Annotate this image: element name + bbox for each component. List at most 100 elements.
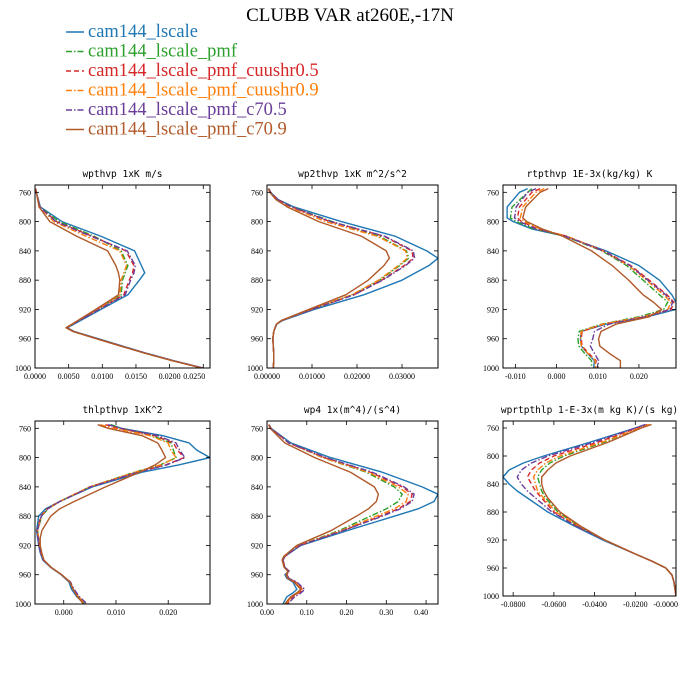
- y-tick-label: 880: [19, 512, 31, 521]
- series-group: [267, 424, 438, 604]
- y-tick-label: 960: [251, 335, 263, 344]
- y-tick-label: 880: [487, 508, 499, 517]
- series-line: [516, 188, 675, 368]
- x-tick-label: 0.010: [589, 372, 607, 381]
- y-tick-label: 840: [487, 480, 499, 489]
- chart-panel-2: wp2thvp 1xK m^2/s^2 760 800 840 880 920 960 100…: [247, 169, 439, 381]
- plot-frame: [34, 420, 211, 605]
- y-tick-label: 880: [487, 276, 499, 285]
- y-tick-label: 800: [487, 218, 499, 227]
- x-tick-label: 0.10: [300, 608, 314, 617]
- series-line: [35, 423, 210, 604]
- legend-label: cam144_lscale_pmf_c70.5: [88, 100, 287, 120]
- series-group: [35, 423, 210, 604]
- series-line: [268, 188, 414, 368]
- plot-frame: [266, 420, 439, 605]
- series-line: [267, 188, 391, 368]
- series-line: [36, 423, 177, 604]
- y-tick-label: 880: [251, 276, 263, 285]
- x-tick-label: 0.0050: [58, 372, 80, 381]
- x-tick-label: 0.40: [414, 608, 428, 617]
- x-tick-label: 0.000: [548, 372, 566, 381]
- series-line: [526, 423, 676, 596]
- chart-panels: wpthvp 1xK m/s76080084088092096010000.00…: [15, 169, 678, 617]
- series-group: [35, 188, 204, 368]
- panel-title: wpthvp 1xK m/s: [82, 169, 162, 180]
- y-tick-label: 880: [19, 276, 31, 285]
- x-tick-label: 0.0200: [159, 372, 181, 381]
- series-line: [519, 188, 672, 368]
- y-tick-label: 760: [487, 188, 499, 197]
- y-tick-label: 920: [19, 541, 31, 550]
- series-line: [268, 188, 416, 368]
- chart-panel-4: thlpthvp 1xK^2 760 800 840 880 920 960 1000 0.00…: [15, 405, 211, 617]
- x-tick-label: -0.0000: [653, 600, 678, 609]
- series-line: [36, 423, 185, 604]
- y-tick-label: 760: [19, 424, 31, 433]
- y-tick-label: 960: [487, 335, 499, 344]
- series-line: [268, 188, 410, 368]
- x-tick-label: 0.020: [630, 372, 648, 381]
- x-tick-label: 0.30: [379, 608, 393, 617]
- x-tick-label: 0.00: [260, 608, 274, 617]
- series-line: [268, 424, 413, 604]
- y-tick-label: 800: [19, 454, 31, 463]
- y-tick-label: 1000: [247, 600, 263, 609]
- legend-label: cam144_lscale_pmf_c70.9: [88, 120, 287, 140]
- y-tick-label: 960: [251, 571, 263, 580]
- series-group: [267, 188, 438, 368]
- y-tick-label: 960: [19, 571, 31, 580]
- x-tick-label: 0.010: [107, 608, 125, 617]
- y-tick-label: 1000: [247, 364, 263, 373]
- series-line: [267, 424, 380, 604]
- y-tick-label: 960: [19, 335, 31, 344]
- y-tick-label: 840: [251, 247, 263, 256]
- series-line: [36, 423, 186, 604]
- series-line: [509, 188, 669, 368]
- y-tick-label: 920: [19, 305, 31, 314]
- series-line: [532, 423, 676, 596]
- panel-title: wp4 1x(m^4)/(s^4): [304, 405, 401, 416]
- x-tick-label: 0.00000: [254, 372, 280, 381]
- y-tick-label: 800: [19, 218, 31, 227]
- y-tick-label: 760: [487, 424, 499, 433]
- series-line: [503, 423, 676, 596]
- x-tick-label: 0.0150: [125, 372, 147, 381]
- series-line: [36, 423, 177, 604]
- y-tick-label: 840: [251, 483, 263, 492]
- y-tick-label: 960: [487, 564, 499, 573]
- series-line: [268, 424, 438, 604]
- legend-label: cam144_lscale: [88, 22, 198, 42]
- y-tick-label: 760: [19, 188, 31, 197]
- x-tick-label: -0.0800: [501, 600, 526, 609]
- y-tick-label: 840: [19, 247, 31, 256]
- chart-panel-6: wprtpthlp 1-E-3x(m kg K)/(s kg)760 800 840…: [483, 405, 678, 609]
- y-tick-label: 760: [251, 188, 263, 197]
- figure-title: CLUBB VAR at260E,-17N: [246, 5, 454, 26]
- legend-label: cam144_lscale_pmf_cuushr0.9: [88, 81, 319, 101]
- x-tick-label: 0.0250: [183, 372, 205, 381]
- y-tick-label: 920: [251, 541, 263, 550]
- series-line: [506, 188, 676, 368]
- x-tick-label: 0.03000: [389, 372, 415, 381]
- y-tick-label: 760: [251, 424, 263, 433]
- plot-frame: [34, 184, 211, 369]
- y-tick-label: 920: [487, 305, 499, 314]
- legend: cam144_lscalecam144_lscale_pmfcam144_lsc…: [66, 22, 319, 140]
- x-tick-label: 0.02000: [344, 372, 370, 381]
- y-tick-label: 880: [251, 512, 263, 521]
- y-tick-label: 840: [19, 483, 31, 492]
- x-tick-label: -0.0600: [542, 600, 567, 609]
- series-group: [503, 423, 676, 596]
- chart-panel-3: rtpthvp 1E-3x(kg/kg) K 760 800 840 880 920 960…: [483, 169, 677, 381]
- y-tick-label: 1000: [483, 592, 499, 601]
- x-tick-label: 0.020: [159, 608, 177, 617]
- series-line: [540, 423, 676, 596]
- chart-panel-1: wpthvp 1xK m/s76080084088092096010000.00…: [15, 169, 211, 381]
- y-tick-label: 920: [487, 536, 499, 545]
- series-line: [267, 188, 409, 368]
- legend-label: cam144_lscale_pmf_cuushr0.5: [88, 61, 319, 81]
- x-tick-label: 0.0000: [24, 372, 46, 381]
- x-tick-label: 0.0100: [91, 372, 113, 381]
